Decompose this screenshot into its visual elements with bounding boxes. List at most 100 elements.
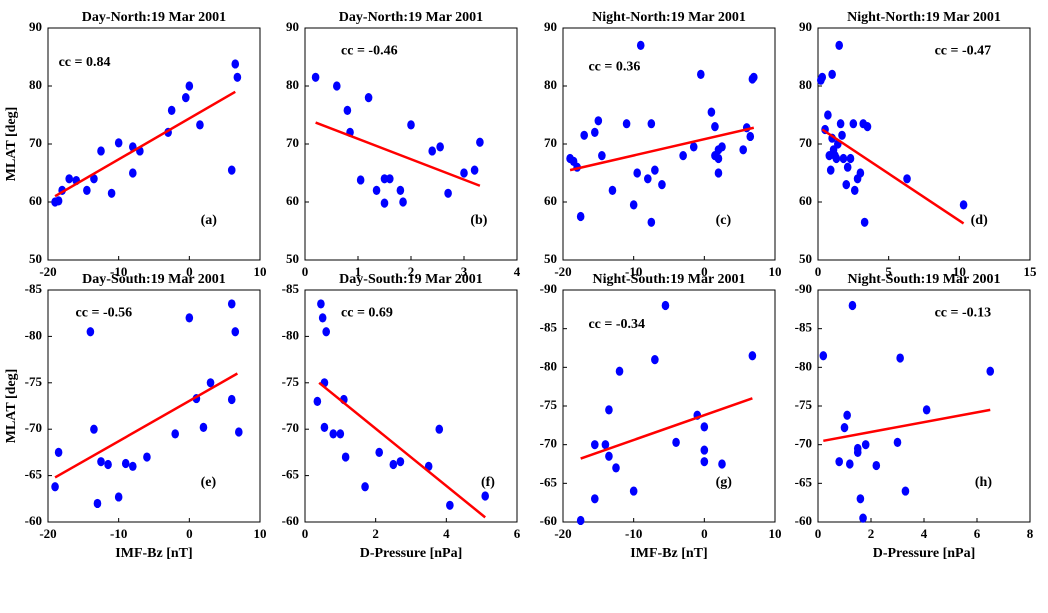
point [651,165,659,175]
cc-annotation: cc = -0.56 [76,305,133,320]
panel-title: Day-South:19 Mar 2001 [82,272,226,287]
point [329,429,338,439]
point [700,445,709,455]
y-tick-label: -60 [25,513,42,528]
point [460,168,468,178]
point [86,327,95,337]
x-tick-label: -20 [554,264,571,279]
point [594,116,603,126]
point [231,59,240,69]
point [612,463,620,473]
point [143,452,151,462]
point [65,174,73,184]
point [318,313,327,323]
panel-title: Night-South:19 Mar 2001 [593,272,746,287]
point [54,447,63,457]
point [435,424,444,434]
panel-label: (e) [201,475,217,490]
point [446,500,454,510]
point [231,327,240,337]
point [591,494,599,504]
point [185,313,194,323]
point [838,130,846,140]
y-tick-label: 90 [29,19,42,34]
point [644,174,652,184]
y-tick-label: 60 [799,193,812,208]
x-tick-label: 0 [302,264,309,279]
point [896,353,904,363]
point [428,146,437,156]
y-tick-label: 60 [29,193,42,208]
point [93,498,102,509]
panel-label: (g) [716,475,733,490]
point [341,452,350,462]
y-tick-label: 50 [29,251,42,266]
point [356,175,365,185]
y-tick-label: 90 [286,19,299,34]
fit-line [569,126,755,172]
x-tick-label: 0 [302,526,309,541]
point [824,110,832,120]
point [336,429,345,439]
point [90,174,98,184]
point [185,81,194,91]
x-axis-label: D-Pressure [nPa] [360,546,463,561]
point [396,185,405,195]
x-tick-label: -10 [110,264,127,279]
point [605,451,613,461]
point [853,447,862,457]
point [90,424,98,434]
y-tick-label: 70 [286,135,299,150]
y-tick-label: -85 [795,320,813,335]
point [633,168,641,178]
point [107,188,116,198]
point [826,165,835,175]
point [54,196,63,206]
point [104,459,112,470]
point [622,119,631,129]
y-axis-label: MLAT [deg] [4,369,19,444]
y-tick-label: -60 [795,513,812,528]
point [333,81,341,91]
point [922,405,931,415]
y-tick-label: 80 [799,77,812,92]
point [959,200,968,210]
fit-line [580,397,753,460]
point [861,440,870,450]
point [835,40,843,51]
point [114,492,123,502]
point [718,459,726,469]
x-tick-label: 3 [461,264,468,279]
point [227,394,236,405]
y-axis-label: MLAT [deg] [4,107,19,182]
cc-annotation: cc = -0.47 [935,43,992,58]
point [97,457,105,467]
point [481,491,490,501]
panel-label: (d) [971,213,988,228]
point [389,459,398,470]
x-tick-label: 4 [443,526,450,541]
point [311,72,320,82]
fit-line [54,372,239,479]
point [840,423,849,433]
y-tick-label: 60 [286,193,299,208]
point [843,162,852,172]
y-tick-label: -65 [540,474,558,489]
point [707,107,716,117]
point [700,422,709,432]
x-tick-label: 10 [953,264,966,279]
point [436,142,444,152]
plot-frame [817,27,1031,261]
point [182,93,190,103]
point [580,130,588,140]
point [748,351,757,361]
panel-title: Night-South:19 Mar 2001 [848,272,1001,287]
point [835,457,843,467]
point [986,366,995,376]
cc-annotation: cc = 0.69 [341,305,393,320]
point [171,429,179,439]
x-axis-label: D-Pressure [nPa] [873,546,976,561]
y-tick-label: 70 [544,135,557,150]
point [842,180,851,190]
